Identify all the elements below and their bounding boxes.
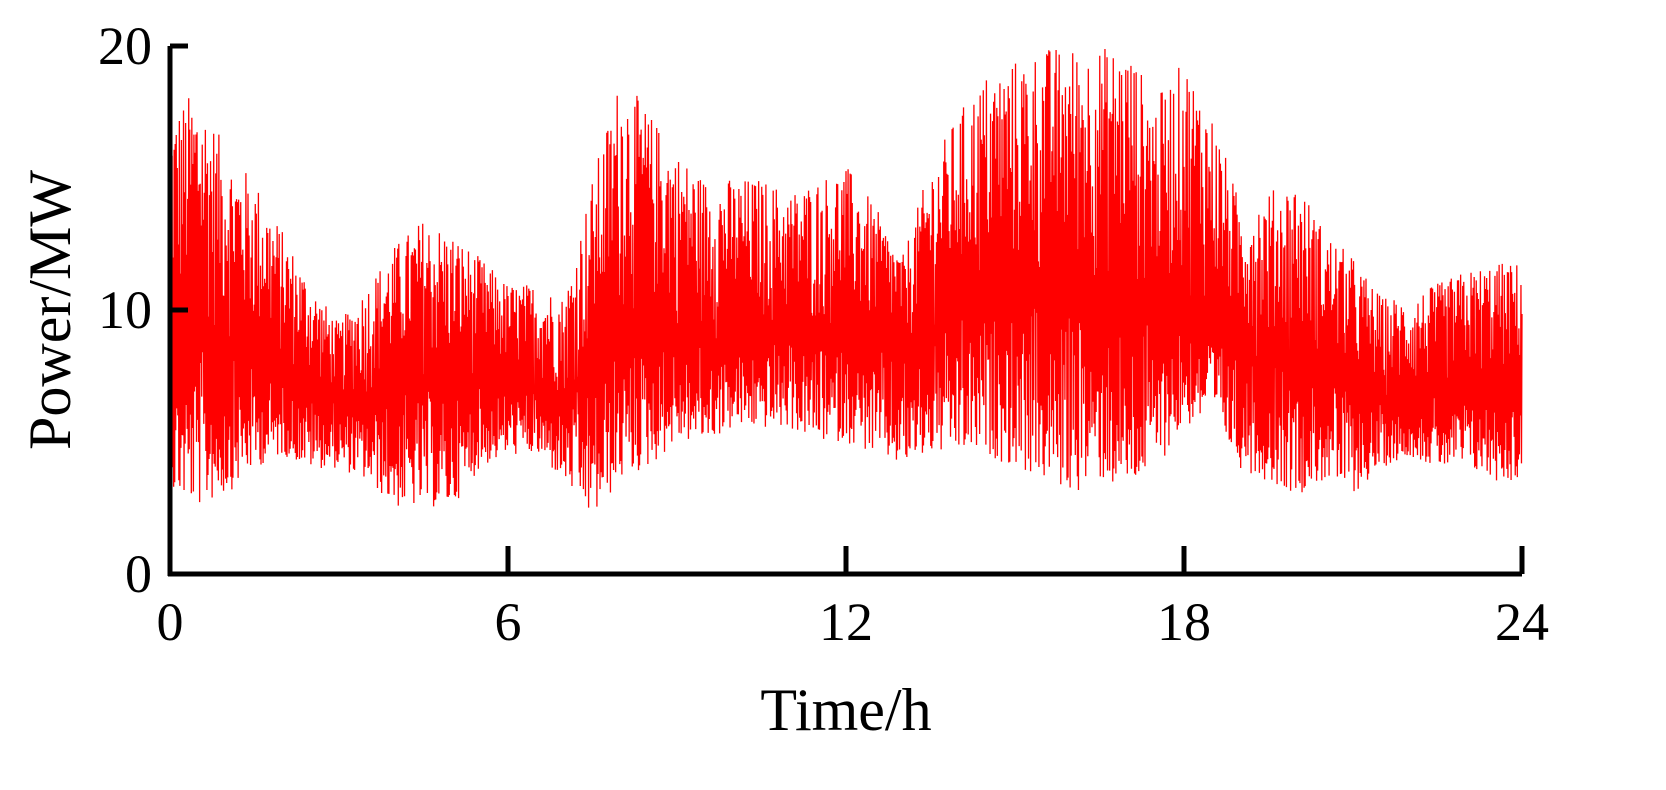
x-tick-label: 24 [1495, 592, 1549, 652]
x-axis-title: Time/h [760, 677, 931, 743]
x-tick-label: 6 [495, 592, 522, 652]
y-axis-title: Power/MW [17, 170, 83, 450]
x-tick-label: 18 [1157, 592, 1211, 652]
x-tick-label: 12 [819, 592, 873, 652]
y-tick-label: 0 [125, 544, 152, 604]
y-tick-label: 10 [98, 280, 152, 340]
ticks: 0 6 12 18 24 0 10 20 [98, 16, 1549, 652]
power-line [169, 48, 1523, 575]
y-tick-label: 20 [98, 16, 152, 76]
power-series [169, 48, 1523, 575]
x-tick-label: 0 [157, 592, 184, 652]
